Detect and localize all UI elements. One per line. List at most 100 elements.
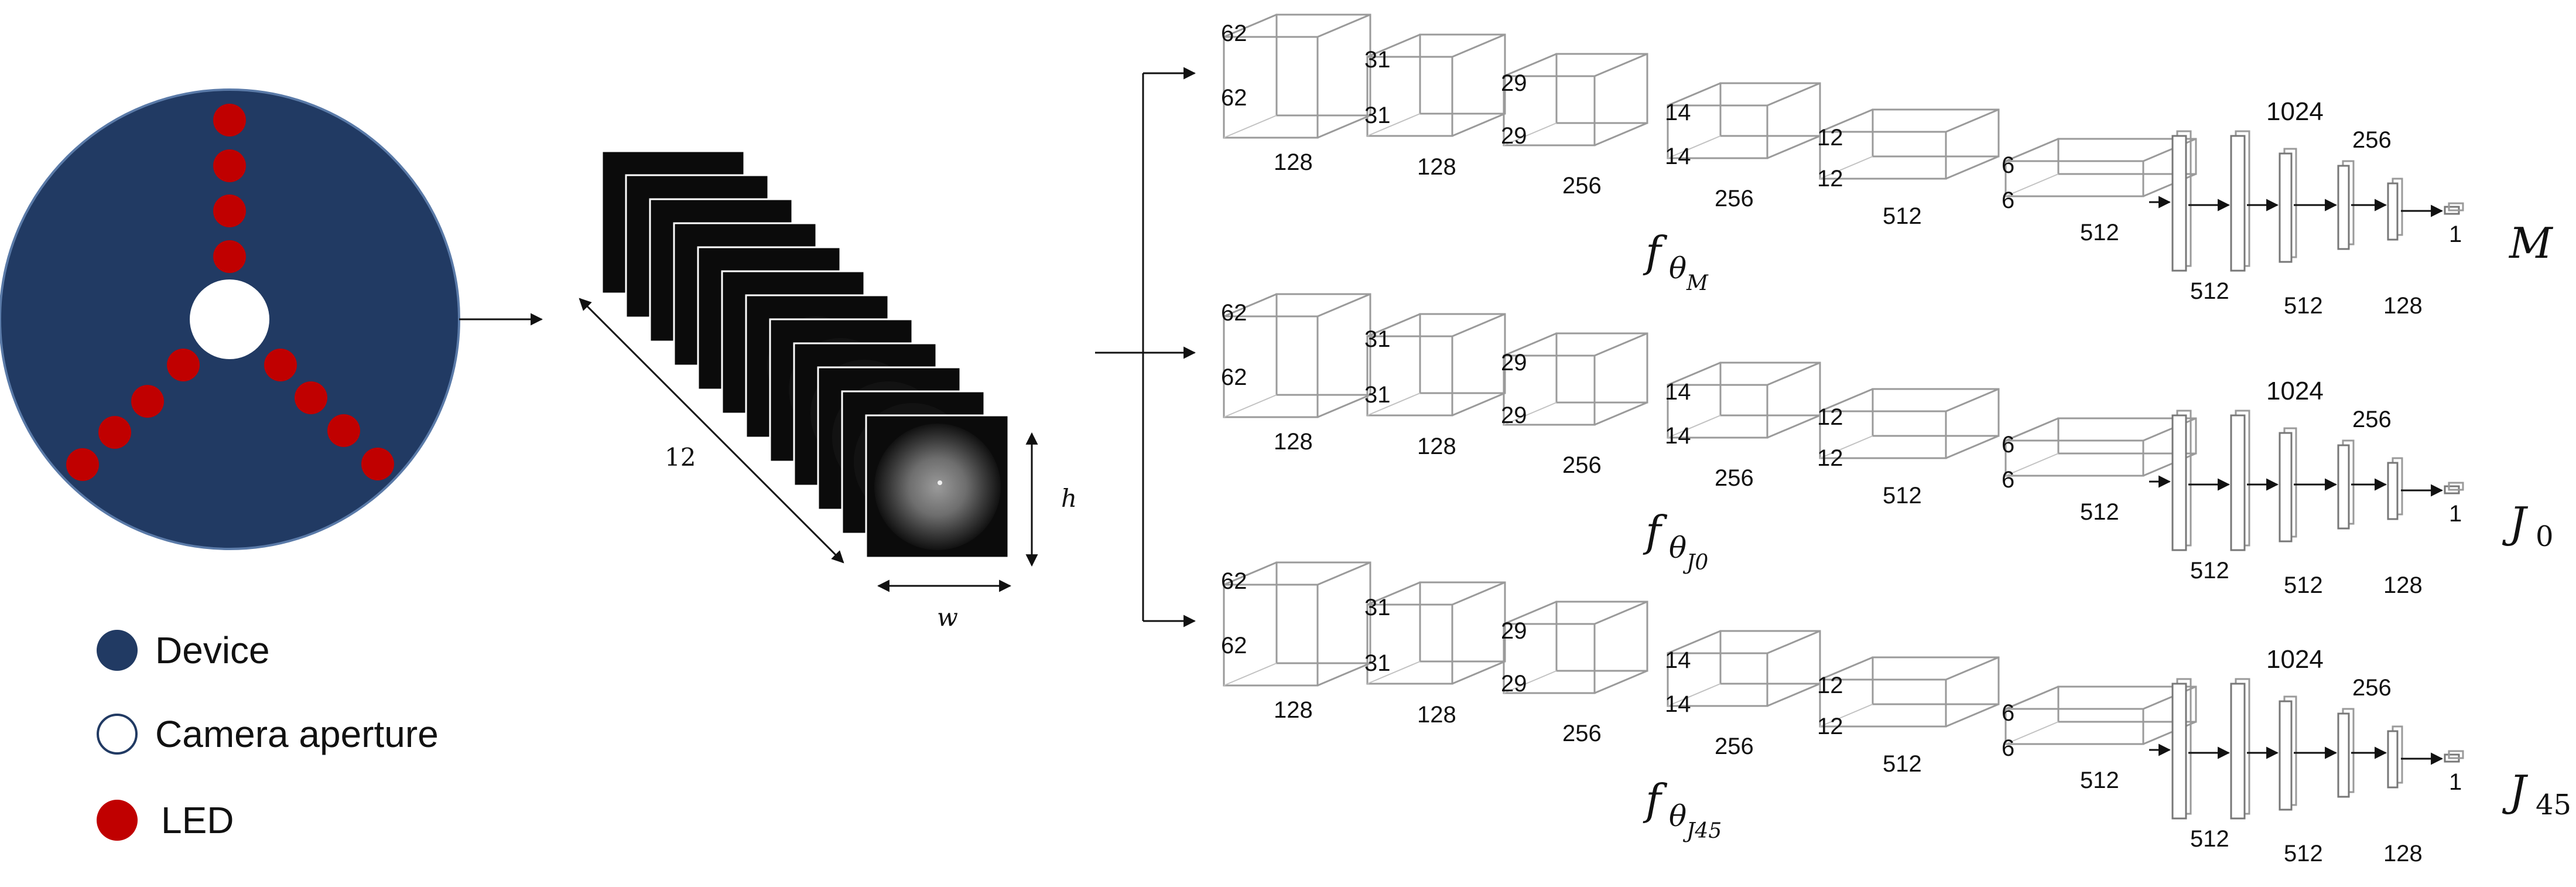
fc-top-label: 1024: [2266, 377, 2324, 405]
conv-block-4: 14 14 256: [1665, 630, 1821, 759]
stack-count-label: 12: [665, 443, 696, 472]
conv-block-3: 29 29 256: [1501, 601, 1648, 746]
conv-side-label-left: 62: [1221, 633, 1247, 659]
fc-layer-1: [2171, 130, 2192, 272]
conv-depth-label: 128: [1417, 702, 1456, 728]
legend-device-label: Device: [155, 629, 270, 671]
branch-splitter: [1095, 67, 1196, 627]
output-subscript: 45: [2536, 789, 2571, 821]
legend-led-label: LED: [161, 799, 234, 841]
conv-side-label-top: 12: [1817, 673, 1843, 698]
conv-side-label-left: 14: [1665, 691, 1691, 717]
fc-bottom-label: 128: [2383, 841, 2423, 866]
theta-subsubscript: M: [1686, 271, 1709, 295]
conv-depth-label: 256: [1562, 173, 1602, 199]
conv-depth-label: 256: [1715, 186, 1754, 211]
output-symbol: M: [2508, 219, 2554, 268]
conv-block-2: 31 31 128: [1364, 581, 1506, 728]
network-branches: 62 62 128 31 31 128 29 29 256 14 14 256 12 12 512 6 6 512…: [1221, 13, 2571, 866]
network-function-label: f θ J45: [1643, 775, 1722, 843]
network-function-label: f θ J0: [1643, 507, 1708, 575]
led-10: [295, 381, 327, 414]
legend-led-swatch: [97, 800, 138, 841]
conv-side-label-top: 6: [2002, 700, 2014, 726]
conv-block-2: 31 31 128: [1364, 313, 1506, 459]
f-symbol: f: [1643, 775, 1668, 824]
conv-side-label-top: 6: [2002, 432, 2014, 458]
led-3: [213, 195, 246, 227]
legend-aperture-label: Camera aperture: [155, 713, 439, 755]
led-5: [167, 349, 200, 381]
fc-bottom-label: 512: [2190, 558, 2229, 584]
theta-subsubscript: J45: [1682, 819, 1722, 843]
conv-block-4: 14 14 256: [1665, 82, 1821, 211]
network-branch-2: 62 62 128 31 31 128 29 29 256 14 14 256 12 12 512 6 6 512…: [1221, 293, 2554, 598]
conv-block-1: 62 62 128: [1221, 293, 1371, 455]
fc-layer-5: [2387, 178, 2403, 241]
conv-depth-label: 512: [2080, 220, 2119, 245]
conv-depth-label: 128: [1274, 149, 1313, 175]
conv-depth-label: 128: [1417, 154, 1456, 180]
output-subscript: 0: [2536, 520, 2554, 553]
fc-layer-5: [2387, 725, 2403, 789]
led-11: [327, 414, 360, 447]
conv-depth-label: 256: [1715, 465, 1754, 491]
conv-depth-label: 128: [1274, 697, 1313, 723]
fc-bottom-label: 512: [2284, 572, 2323, 598]
led-9: [264, 349, 297, 381]
fc-layer-4: [2337, 160, 2355, 250]
fc-layer-2: [2230, 410, 2250, 551]
conv-block-5: 12 12 512: [1817, 108, 2000, 229]
output-size-label: 1: [2449, 221, 2462, 247]
legend: Device Camera aperture LED: [97, 629, 439, 841]
fc-bottom-label: 128: [2383, 572, 2423, 598]
led-12: [361, 448, 394, 480]
height-label: h: [1061, 484, 1077, 513]
conv-side-label-top: 29: [1501, 618, 1527, 644]
fc-top-label: 1024: [2266, 645, 2324, 674]
conv-block-1: 62 62 128: [1221, 13, 1371, 175]
conv-block-6: 6 6 512: [2002, 138, 2197, 245]
conv-side-label-top: 14: [1665, 379, 1691, 405]
conv-side-label-left: 14: [1665, 144, 1691, 169]
fc-layer-3: [2279, 427, 2297, 543]
fc-layer-4: [2337, 439, 2355, 530]
conv-side-label-left: 29: [1501, 671, 1527, 697]
f-symbol: f: [1643, 507, 1668, 556]
fc-bottom-label: 512: [2284, 841, 2323, 866]
output-label: J 45: [2502, 766, 2571, 821]
conv-side-label-left: 12: [1817, 445, 1843, 471]
conv-block-2: 31 31 128: [1364, 33, 1506, 180]
stack-frame-12: [865, 414, 1010, 559]
fc-layer-5: [2387, 457, 2403, 520]
fc-layer-2: [2230, 130, 2250, 272]
conv-side-label-left: 29: [1501, 123, 1527, 149]
conv-side-label-left: 62: [1221, 364, 1247, 390]
fc-layer-4: [2337, 708, 2355, 798]
conv-side-label-top: 62: [1221, 21, 1247, 46]
legend-aperture-swatch: [97, 714, 138, 755]
conv-block-6: 6 6 512: [2002, 417, 2197, 525]
conv-side-label-left: 12: [1817, 714, 1843, 739]
conv-side-label-left: 6: [2002, 735, 2014, 761]
conv-side-label-top: 14: [1665, 100, 1691, 125]
conv-block-3: 29 29 256: [1501, 332, 1648, 478]
conv-side-label-left: 31: [1364, 382, 1391, 408]
conv-depth-label: 256: [1562, 721, 1602, 746]
conv-block-3: 29 29 256: [1501, 53, 1648, 199]
led-7: [98, 416, 131, 449]
conv-side-label-left: 62: [1221, 85, 1247, 111]
conv-block-1: 62 62 128: [1221, 561, 1371, 723]
output-size-label: 1: [2449, 769, 2462, 795]
output-symbol: J: [2502, 498, 2529, 547]
led-array: [66, 104, 394, 481]
conv-side-label-left: 31: [1364, 650, 1391, 676]
conv-depth-label: 256: [1715, 734, 1754, 759]
conv-block-6: 6 6 512: [2002, 685, 2197, 793]
conv-depth-label: 128: [1274, 429, 1313, 455]
conv-depth-label: 512: [2080, 767, 2119, 793]
fc-top-label: 256: [2352, 127, 2392, 153]
